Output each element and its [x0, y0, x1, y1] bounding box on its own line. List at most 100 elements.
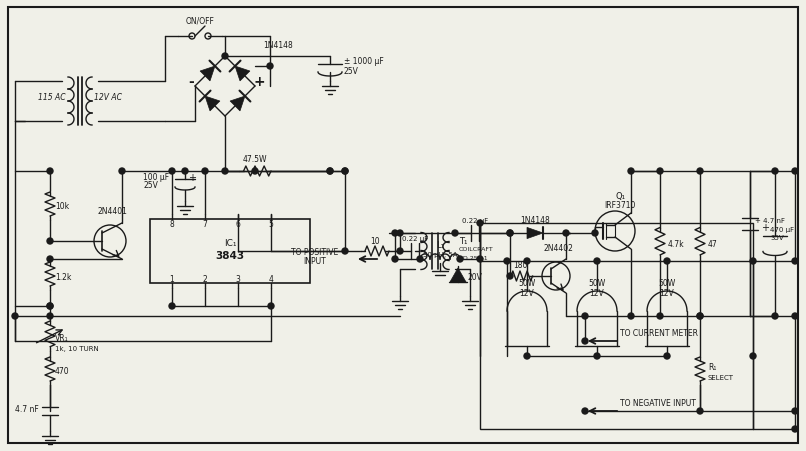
- Circle shape: [507, 273, 513, 279]
- Circle shape: [182, 169, 188, 175]
- Circle shape: [628, 169, 634, 175]
- Text: 5: 5: [268, 220, 273, 229]
- Circle shape: [697, 169, 703, 175]
- Text: +: +: [761, 223, 769, 233]
- Text: L₁: L₁: [436, 241, 444, 250]
- Text: +: +: [188, 173, 196, 183]
- Bar: [150, 220, 310, 283]
- Text: 35V: 35V: [770, 235, 783, 241]
- Text: 47.5W: 47.5W: [243, 155, 268, 164]
- Circle shape: [792, 408, 798, 414]
- Circle shape: [202, 169, 208, 175]
- Circle shape: [267, 64, 273, 70]
- Text: 1: 1: [169, 274, 174, 283]
- Circle shape: [327, 169, 333, 175]
- Circle shape: [47, 304, 53, 309]
- Circle shape: [657, 169, 663, 175]
- Text: + 4.7 nF: + 4.7 nF: [755, 218, 785, 224]
- Bar: [480, 224, 753, 429]
- Text: 20V: 20V: [468, 272, 483, 281]
- Text: 50W: 50W: [518, 279, 536, 288]
- Text: 470 μF: 470 μF: [770, 227, 794, 233]
- Circle shape: [772, 313, 778, 319]
- Circle shape: [222, 54, 228, 60]
- Circle shape: [594, 258, 600, 264]
- Text: 6: 6: [235, 220, 240, 229]
- Circle shape: [792, 169, 798, 175]
- Circle shape: [594, 353, 600, 359]
- Text: 47: 47: [708, 239, 718, 249]
- Text: 10: 10: [370, 237, 380, 246]
- Polygon shape: [230, 97, 245, 112]
- Circle shape: [268, 304, 274, 309]
- Circle shape: [477, 257, 483, 262]
- Text: COILCRAFT: COILCRAFT: [459, 247, 494, 252]
- Text: 12V AC: 12V AC: [94, 92, 122, 101]
- Text: 10k: 10k: [55, 202, 69, 211]
- Text: 470: 470: [55, 367, 69, 376]
- Circle shape: [342, 249, 348, 254]
- Circle shape: [392, 257, 398, 262]
- Text: 50 μH, 5A: 50 μH, 5A: [423, 252, 457, 258]
- Text: IC₁: IC₁: [224, 239, 236, 248]
- Circle shape: [628, 313, 634, 319]
- Circle shape: [697, 313, 703, 319]
- Text: 8: 8: [169, 220, 174, 229]
- Text: SD 250-1: SD 250-1: [459, 255, 488, 260]
- Text: TO POSITIVE: TO POSITIVE: [292, 248, 339, 257]
- Text: 50W: 50W: [588, 279, 605, 288]
- Text: 50W: 50W: [659, 279, 675, 288]
- Circle shape: [47, 169, 53, 175]
- Text: 180: 180: [513, 261, 527, 270]
- Circle shape: [457, 257, 463, 262]
- Text: 2N4401: 2N4401: [97, 207, 127, 216]
- Text: TO NEGATIVE INPUT: TO NEGATIVE INPUT: [620, 399, 696, 408]
- Circle shape: [750, 258, 756, 264]
- Text: ON/OFF: ON/OFF: [185, 17, 214, 25]
- Text: IRF3710: IRF3710: [604, 201, 636, 210]
- Circle shape: [582, 408, 588, 414]
- Text: +: +: [253, 75, 265, 89]
- Text: VR₁: VR₁: [55, 334, 69, 343]
- Circle shape: [397, 249, 403, 254]
- Text: 3: 3: [235, 274, 240, 283]
- Circle shape: [504, 258, 510, 264]
- Text: 12V: 12V: [520, 288, 534, 297]
- Circle shape: [582, 313, 588, 319]
- Text: 1.2k: 1.2k: [55, 272, 72, 281]
- Circle shape: [524, 353, 530, 359]
- Text: SELECT: SELECT: [708, 374, 734, 380]
- Text: 25V: 25V: [143, 181, 158, 190]
- Circle shape: [657, 313, 663, 319]
- Text: 12V: 12V: [590, 288, 604, 297]
- Text: ± 1000 μF: ± 1000 μF: [344, 57, 384, 66]
- Text: 1k, 10 TURN: 1k, 10 TURN: [55, 345, 99, 351]
- Text: 1N4148: 1N4148: [263, 41, 293, 50]
- Circle shape: [524, 258, 530, 264]
- Circle shape: [222, 169, 228, 175]
- Text: Q₁: Q₁: [615, 192, 625, 201]
- Text: T₁: T₁: [459, 237, 467, 246]
- Circle shape: [392, 230, 398, 236]
- Circle shape: [697, 313, 703, 319]
- Polygon shape: [205, 97, 220, 112]
- Circle shape: [664, 258, 670, 264]
- Circle shape: [169, 169, 175, 175]
- Polygon shape: [450, 268, 466, 282]
- Circle shape: [507, 230, 513, 236]
- Text: 100 μF: 100 μF: [143, 172, 169, 181]
- Circle shape: [792, 313, 798, 319]
- Circle shape: [592, 230, 598, 236]
- Text: 7: 7: [202, 220, 207, 229]
- Text: 12V: 12V: [659, 288, 675, 297]
- Circle shape: [507, 230, 513, 236]
- Polygon shape: [235, 67, 250, 82]
- Circle shape: [563, 230, 569, 236]
- Text: 1N4148: 1N4148: [520, 216, 550, 225]
- Circle shape: [12, 313, 18, 319]
- Text: 0.22 μF: 0.22 μF: [402, 235, 428, 241]
- Circle shape: [47, 257, 53, 262]
- Circle shape: [664, 353, 670, 359]
- Circle shape: [417, 257, 423, 262]
- Circle shape: [750, 353, 756, 359]
